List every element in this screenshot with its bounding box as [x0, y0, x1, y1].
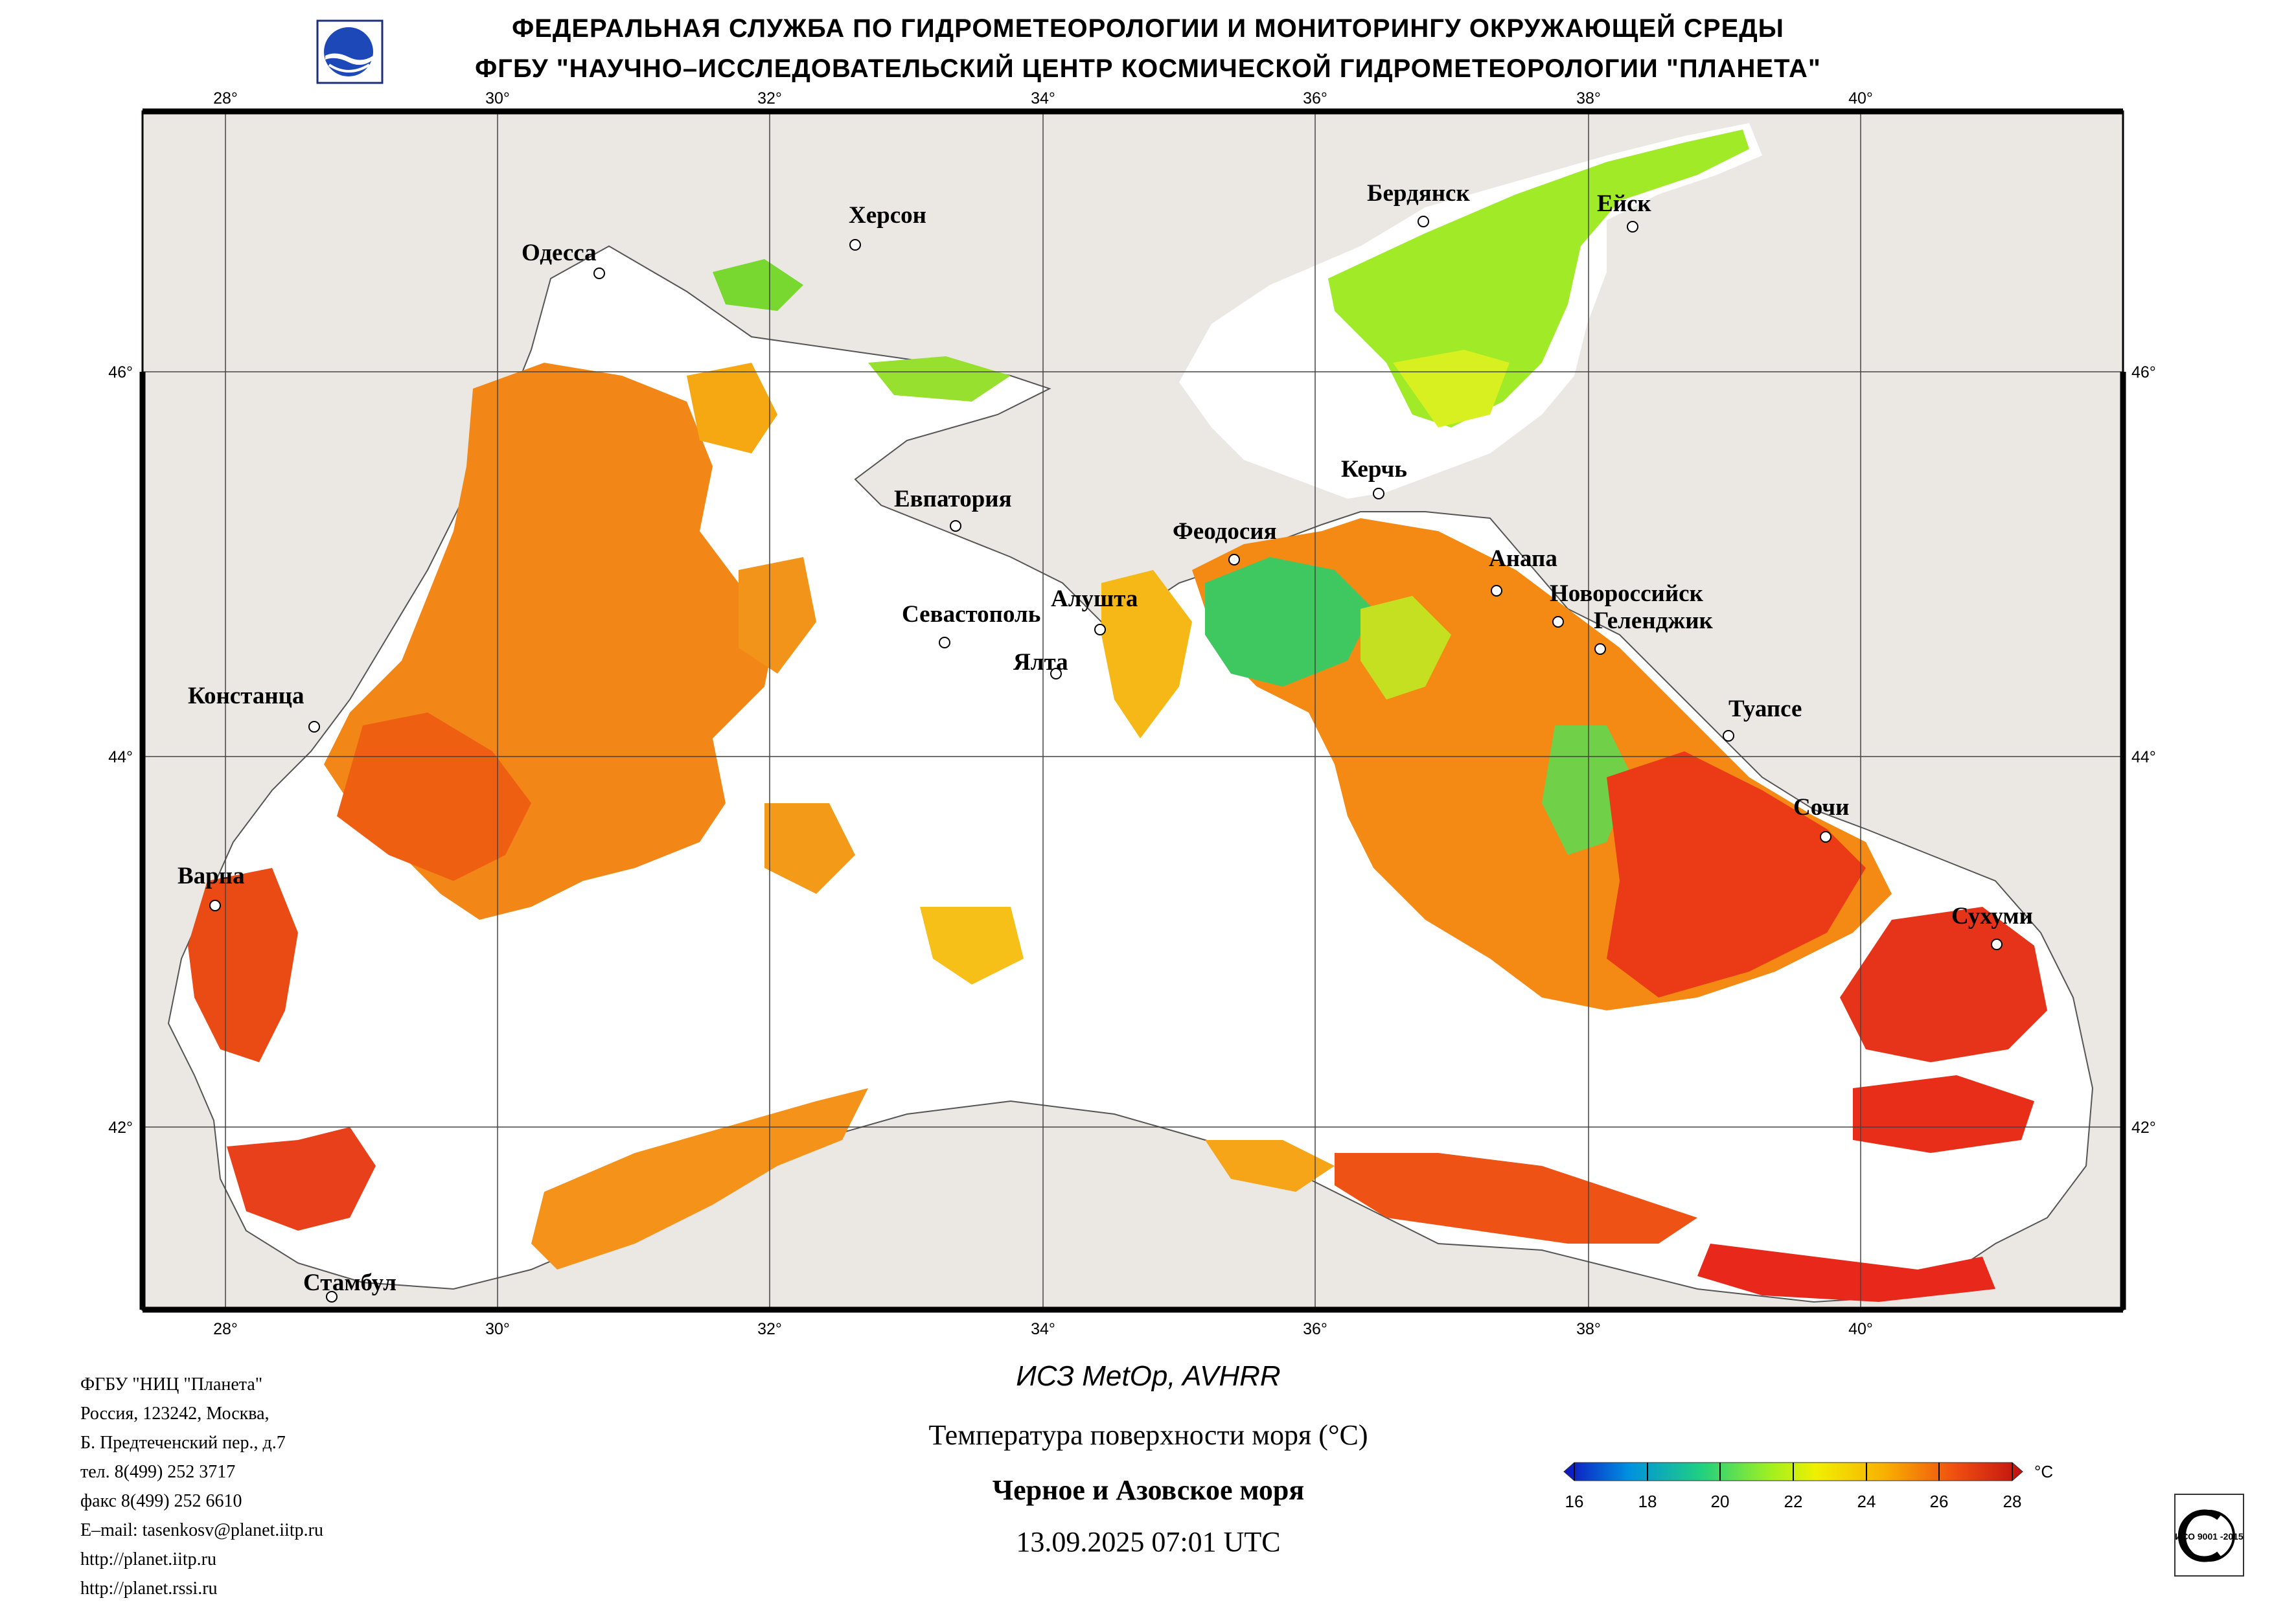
graticule: [143, 111, 2123, 1310]
sst-patch-turkey: [1335, 1153, 1697, 1244]
sst-patch-west-hot: [337, 712, 531, 881]
sst-patch-turkey-east: [1697, 1244, 1995, 1302]
sst-coastal-kherson: [713, 259, 803, 311]
map-frame-ticks: [139, 108, 2126, 1313]
lon-label-top-32: 32°: [757, 89, 782, 108]
city-label-sochi: Сочи: [1793, 794, 1849, 821]
sst-patch-bulgaria: [227, 1127, 376, 1231]
info-address: Б. Предтеченский пер., д.7: [80, 1433, 286, 1453]
info-fax: факс 8(499) 252 6610: [80, 1491, 242, 1511]
sst-patch-varna: [188, 868, 298, 1062]
lon-label-bottom-30: 30°: [485, 1320, 510, 1338]
sst-patch-southwest: [531, 1088, 868, 1270]
legend-ticks: [1574, 1463, 2013, 1481]
lat-label-right-42: 42°: [2131, 1119, 2156, 1137]
info-email[interactable]: E–mail: tasenkosv@planet.iitp.ru: [80, 1520, 323, 1540]
organization-info: ФГБУ "НИЦ "Планета" Россия, 123242, Моск…: [80, 1370, 323, 1603]
lon-label-bottom-28: 28°: [213, 1320, 238, 1338]
legend-tick-22: 22: [1784, 1492, 1803, 1511]
lon-label-bottom-32: 32°: [757, 1320, 782, 1338]
city-label-tuapse: Туапсе: [1728, 696, 1802, 722]
sst-cool-gelendzhik: [1542, 725, 1633, 855]
city-label-novorossiysk: Новороссийск: [1550, 580, 1704, 607]
city-label-gelendzhik: Геленджик: [1594, 608, 1714, 634]
lon-label-top-36: 36°: [1303, 89, 1327, 108]
legend-tick-26: 26: [1930, 1492, 1949, 1511]
city-label-kherson: Херсон: [849, 202, 926, 229]
lon-label-bottom-38: 38°: [1576, 1320, 1601, 1338]
lon-label-bottom-34: 34°: [1031, 1320, 1055, 1338]
satellite-title: ИСЗ MetOp, AVHRR: [1016, 1360, 1281, 1392]
sst-patch-centre-yellow: [920, 907, 1024, 985]
legend-tick-24: 24: [1857, 1492, 1876, 1511]
city-label-sukhumi: Сухуми: [1951, 903, 2033, 929]
sst-cool-east: [1360, 596, 1451, 700]
legend-tick-20: 20: [1711, 1492, 1730, 1511]
city-label-anapa: Анапа: [1489, 545, 1557, 572]
lon-label-top-34: 34°: [1031, 89, 1055, 108]
lat-label-left-44: 44°: [108, 748, 133, 766]
planeta-logo-icon: [316, 19, 384, 84]
sst-patch-centre-west: [739, 557, 816, 674]
city-label-berdyansk: Бердянск: [1367, 180, 1470, 207]
lon-label-bottom-40: 40°: [1848, 1320, 1873, 1338]
city-label-yeysk: Ейск: [1597, 190, 1651, 217]
info-org: ФГБУ "НИЦ "Планета": [80, 1374, 263, 1395]
city-label-odessa: Одесса: [522, 240, 597, 266]
sst-hot-georgia: [1853, 1075, 2034, 1153]
lat-label-right-44: 44°: [2131, 748, 2156, 766]
city-label-kerch: Керчь: [1341, 456, 1407, 483]
sst-hot-sochi: [1607, 751, 1866, 997]
datetime-title: 13.09.2025 07:01 UTC: [1016, 1526, 1281, 1558]
city-label-feodosia: Феодосия: [1173, 518, 1277, 545]
lon-label-bottom-36: 36°: [1303, 1320, 1327, 1338]
lon-label-top-30: 30°: [485, 89, 510, 108]
city-label-istanbul: Стамбул: [303, 1270, 396, 1296]
city-label-yalta: Ялта: [1013, 649, 1068, 676]
city-label-evpatoria: Евпатория: [894, 486, 1012, 512]
header-line-1: ФЕДЕРАЛЬНАЯ СЛУЖБА ПО ГИДРОМЕТЕОРОЛОГИИ …: [512, 14, 1784, 43]
azov-sea-warm: [1393, 350, 1510, 427]
sst-patch-odessa: [687, 363, 777, 453]
legend-tick-16: 16: [1565, 1492, 1584, 1511]
info-url-2[interactable]: http://planet.rssi.ru: [80, 1579, 218, 1599]
city-label-sevastopol: Севастополь: [902, 601, 1040, 628]
iso-badge-text: ИСО 9001 -2015: [2175, 1531, 2244, 1542]
city-label-alushta: Алушта: [1051, 586, 1138, 612]
sst-coastal-crimea-north: [868, 356, 1011, 402]
sst-patch-crimea-south: [1101, 570, 1192, 738]
info-phone: тел. 8(499) 252 3717: [80, 1462, 236, 1482]
city-label-varna: Варна: [178, 863, 245, 889]
city-markers: [209, 216, 2003, 1303]
legend-tick-18: 18: [1638, 1492, 1657, 1511]
legend-unit: °C: [2034, 1462, 2053, 1481]
sst-patch-turkey-west: [1205, 1140, 1335, 1192]
lon-label-top-28: 28°: [213, 89, 238, 108]
info-country: Россия, 123242, Москва,: [80, 1404, 270, 1424]
iso-certification-badge-icon: ИСО 9001 -2015: [2174, 1494, 2244, 1577]
header-line-2: ФГБУ "НАУЧНО–ИССЛЕДОВАТЕЛЬСКИЙ ЦЕНТР КОС…: [475, 54, 1821, 83]
region-title: Черное и Азовское моря: [992, 1474, 1305, 1506]
temperature-color-legend: 16 18 20 22 24 26 28 °C: [1563, 1462, 2053, 1511]
city-label-constanta: Констанца: [188, 683, 304, 709]
lat-label-left-42: 42°: [108, 1119, 133, 1137]
parameter-title: Температура поверхности моря (°C): [928, 1419, 1368, 1451]
sst-cold-kerch: [1205, 557, 1373, 687]
info-url-1[interactable]: http://planet.iitp.ru: [80, 1549, 216, 1569]
lon-label-top-38: 38°: [1576, 89, 1601, 108]
lat-label-left-46: 46°: [108, 363, 133, 382]
lon-label-top-40: 40°: [1848, 89, 1873, 108]
legend-tick-28: 28: [2003, 1492, 2022, 1511]
lat-label-right-46: 46°: [2131, 363, 2156, 382]
sst-patch-centre: [764, 803, 855, 894]
azov-sea-sst: [1328, 130, 1749, 427]
